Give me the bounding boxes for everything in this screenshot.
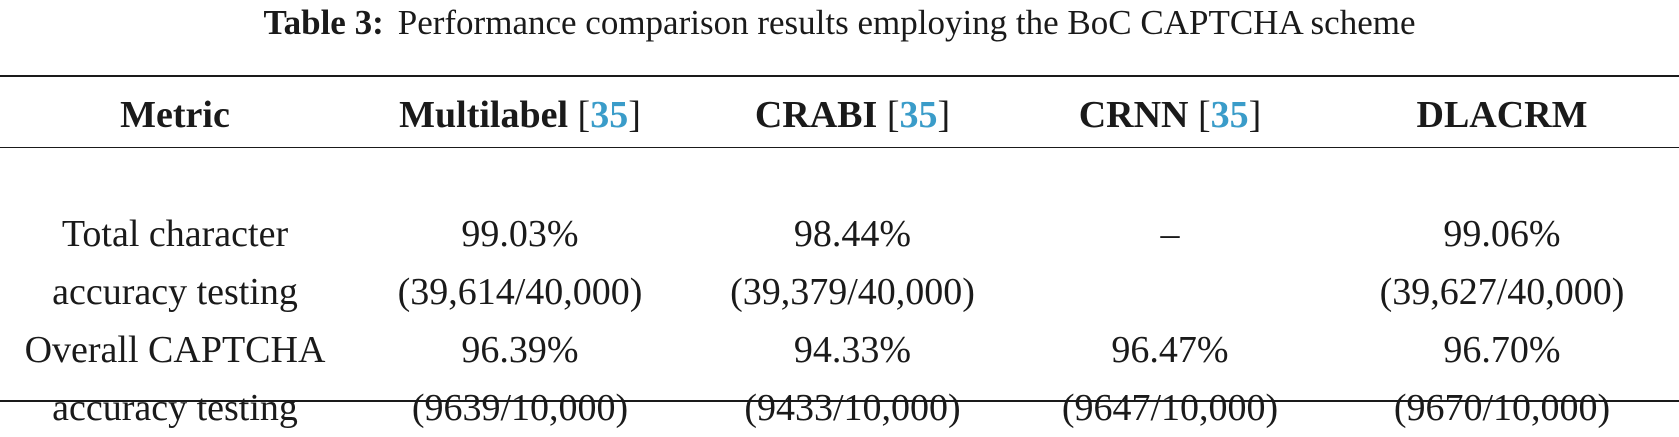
value-cell: 94.33% bbox=[793, 329, 912, 371]
metric-cell: accuracy testing bbox=[52, 271, 298, 313]
value-cell: – bbox=[1160, 213, 1180, 255]
caption-label: Table 3: bbox=[263, 3, 384, 42]
value-cell: (9433/10,000) bbox=[744, 387, 961, 429]
table-row: Total character 99.03% 98.44% – 99.06% bbox=[0, 205, 1679, 263]
value-cell: 99.03% bbox=[461, 213, 579, 255]
col-header-crabi: CRABI [35] bbox=[754, 94, 951, 136]
col-header-crnn: CRNN [35] bbox=[1078, 94, 1262, 136]
bottom-rule bbox=[0, 400, 1679, 402]
table-row: accuracy testing (39,614/40,000) (39,379… bbox=[0, 263, 1679, 321]
citation-link[interactable]: 35 bbox=[899, 94, 938, 136]
col-header-metric: Metric bbox=[120, 94, 230, 136]
col-header-multilabel: Multilabel [35] bbox=[399, 94, 641, 136]
metric-cell: Total character bbox=[61, 213, 289, 255]
citation-link[interactable]: 35 bbox=[590, 94, 629, 136]
value-cell: (39,614/40,000) bbox=[397, 271, 643, 313]
value-cell: (9639/10,000) bbox=[411, 387, 629, 429]
table-row: accuracy testing (9639/10,000) (9433/10,… bbox=[0, 379, 1679, 437]
results-table: Metric Multilabel [35] CRABI [35] CRNN [… bbox=[0, 84, 1679, 437]
value-cell: (39,627/40,000) bbox=[1379, 271, 1625, 313]
value-cell: 98.44% bbox=[793, 213, 912, 255]
value-cell: 96.47% bbox=[1111, 329, 1229, 371]
value-cell bbox=[1015, 263, 1325, 321]
value-cell: (9670/10,000) bbox=[1393, 387, 1611, 429]
value-cell: 99.06% bbox=[1443, 213, 1561, 255]
value-cell: 96.70% bbox=[1443, 329, 1561, 371]
citation-link[interactable]: 35 bbox=[1210, 94, 1249, 136]
caption-text: Performance comparison results employing… bbox=[397, 3, 1416, 42]
value-cell: (39,379/40,000) bbox=[730, 271, 975, 313]
value-cell: (9647/10,000) bbox=[1061, 387, 1279, 429]
metric-cell: accuracy testing bbox=[52, 387, 298, 429]
table-row: Overall CAPTCHA 96.39% 94.33% 96.47% 96.… bbox=[0, 321, 1679, 379]
top-rule bbox=[0, 75, 1679, 77]
value-cell: 96.39% bbox=[461, 329, 579, 371]
header-row: Metric Multilabel [35] CRABI [35] CRNN [… bbox=[0, 84, 1679, 147]
col-header-dlacrm: DLACRM bbox=[1416, 94, 1588, 136]
metric-cell: Overall CAPTCHA bbox=[24, 329, 326, 371]
table-caption: Table 3: Performance comparison results e… bbox=[0, 0, 1679, 46]
header-rule bbox=[0, 147, 1679, 148]
